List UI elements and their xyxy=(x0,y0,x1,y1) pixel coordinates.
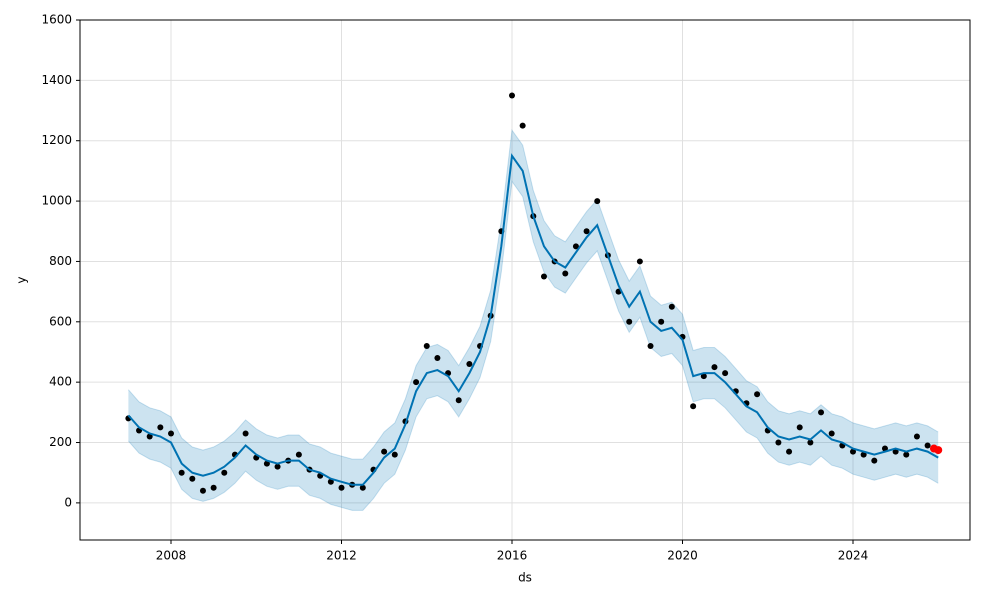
x-tick-label: 2020 xyxy=(667,549,698,563)
observed-point xyxy=(508,92,515,99)
observed-point xyxy=(700,373,707,380)
observed-point xyxy=(903,451,910,458)
observed-point xyxy=(913,433,920,440)
observed-point xyxy=(871,457,878,464)
observed-point xyxy=(519,122,526,129)
observed-point xyxy=(690,403,697,410)
observed-point xyxy=(274,463,281,470)
y-tick-label: 400 xyxy=(49,375,72,389)
observed-point xyxy=(423,342,430,349)
observed-point xyxy=(295,451,302,458)
x-tick-label: 2024 xyxy=(838,549,869,563)
observed-point xyxy=(754,391,761,398)
observed-point xyxy=(626,318,633,325)
observed-point xyxy=(881,445,888,452)
observed-point xyxy=(359,484,366,491)
observed-point xyxy=(658,318,665,325)
y-tick-label: 0 xyxy=(64,495,72,509)
observed-point xyxy=(562,270,569,277)
observed-point xyxy=(466,361,473,368)
y-tick-label: 1000 xyxy=(41,194,72,208)
observed-point xyxy=(146,433,153,440)
observed-point xyxy=(210,484,217,491)
y-tick-label: 200 xyxy=(49,435,72,449)
observed-point xyxy=(668,303,675,310)
observed-point xyxy=(338,484,345,491)
observed-point xyxy=(263,460,270,467)
y-axis-label: y xyxy=(15,276,29,283)
observed-point xyxy=(168,430,175,437)
observed-point xyxy=(413,379,420,386)
highlight-point xyxy=(934,446,943,455)
observed-point xyxy=(327,478,334,485)
observed-point xyxy=(391,451,398,458)
observed-point xyxy=(594,198,601,205)
observed-point xyxy=(157,424,164,431)
uncertainty-band xyxy=(128,130,939,511)
observed-point xyxy=(711,364,718,371)
observed-point xyxy=(924,442,931,449)
observed-point xyxy=(807,439,814,446)
y-tick-label: 1200 xyxy=(41,133,72,147)
observed-point xyxy=(818,409,825,416)
x-tick-label: 2008 xyxy=(156,549,187,563)
observed-point xyxy=(189,475,196,482)
observed-point xyxy=(722,370,729,377)
band-lower xyxy=(128,180,939,511)
observed-point xyxy=(775,439,782,446)
observed-point xyxy=(199,487,206,494)
forecast-line xyxy=(127,153,939,486)
plot-frame xyxy=(79,19,971,541)
x-axis-label: ds xyxy=(518,571,532,585)
observed-point xyxy=(860,451,867,458)
observed-point xyxy=(381,448,388,455)
y-tick-label: 1400 xyxy=(41,73,72,87)
x-tick-label: 2012 xyxy=(326,549,357,563)
observed-point xyxy=(242,430,249,437)
observed-point xyxy=(796,424,803,431)
observed-point xyxy=(178,469,185,476)
observed-point xyxy=(540,273,547,280)
y-tick-label: 600 xyxy=(49,314,72,328)
observed-point xyxy=(572,243,579,250)
y-tick-label: 800 xyxy=(49,254,72,268)
observed-point xyxy=(221,469,228,476)
x-tick-label: 2016 xyxy=(497,549,528,563)
observed-point xyxy=(849,448,856,455)
observed-point xyxy=(434,355,441,362)
band-upper xyxy=(128,128,939,460)
y-tick-label: 1600 xyxy=(41,13,72,27)
observed-point xyxy=(583,228,590,235)
observed-point xyxy=(636,258,643,265)
observed-point xyxy=(828,430,835,437)
observed-point xyxy=(455,397,462,404)
observed-point xyxy=(892,448,899,455)
observed-point xyxy=(786,448,793,455)
observed-point xyxy=(647,342,654,349)
